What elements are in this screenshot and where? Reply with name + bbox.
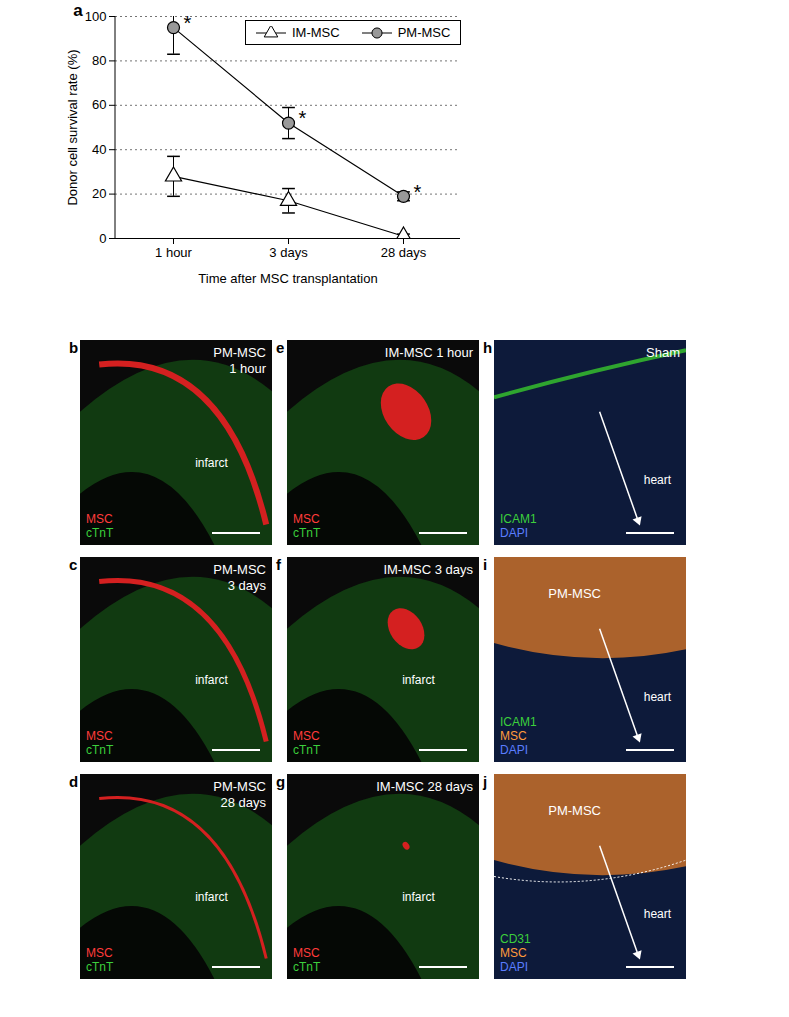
svg-text:DAPI: DAPI xyxy=(500,743,528,757)
svg-text:infarct: infarct xyxy=(195,673,228,687)
svg-text:e: e xyxy=(276,339,284,356)
svg-text:1 hour: 1 hour xyxy=(155,245,193,260)
svg-text:MSC: MSC xyxy=(86,946,113,960)
svg-text:MSC: MSC xyxy=(293,946,320,960)
svg-text:a: a xyxy=(73,1,83,20)
svg-text:h: h xyxy=(483,339,492,356)
svg-text:cTnT: cTnT xyxy=(86,526,114,540)
svg-text:c: c xyxy=(69,556,77,573)
svg-text:heart: heart xyxy=(644,907,672,921)
svg-text:j: j xyxy=(482,773,487,790)
svg-text:DAPI: DAPI xyxy=(500,960,528,974)
svg-text:cTnT: cTnT xyxy=(293,743,321,757)
svg-text:i: i xyxy=(483,556,487,573)
svg-text:28 days: 28 days xyxy=(220,795,266,810)
svg-text:IM-MSC 1 hour: IM-MSC 1 hour xyxy=(385,345,474,360)
svg-text:MSC: MSC xyxy=(500,946,527,960)
svg-text:f: f xyxy=(276,556,282,573)
svg-text:ICAM1: ICAM1 xyxy=(500,715,537,729)
svg-text:infarct: infarct xyxy=(195,456,228,470)
svg-text:MSC: MSC xyxy=(86,512,113,526)
svg-text:3 days: 3 days xyxy=(269,245,308,260)
svg-text:0: 0 xyxy=(99,231,106,246)
svg-text:cTnT: cTnT xyxy=(293,526,321,540)
svg-text:infarct: infarct xyxy=(402,673,435,687)
svg-text:ICAM1: ICAM1 xyxy=(500,512,537,526)
svg-text:MSC: MSC xyxy=(500,729,527,743)
svg-text:MSC: MSC xyxy=(293,512,320,526)
html-text:PM-MSC: PM-MSC xyxy=(397,25,451,40)
svg-text:infarct: infarct xyxy=(195,890,228,904)
svg-text:PM-MSC: PM-MSC xyxy=(213,779,266,794)
svg-text:100: 100 xyxy=(85,9,107,24)
svg-text:heart: heart xyxy=(644,690,672,704)
svg-text:*: * xyxy=(184,12,192,34)
svg-text:cTnT: cTnT xyxy=(293,960,321,974)
svg-text:g: g xyxy=(276,773,285,790)
svg-text:1 hour: 1 hour xyxy=(229,361,267,376)
svg-text:3 days: 3 days xyxy=(228,578,267,593)
svg-text:*: * xyxy=(414,181,422,203)
svg-text:MSC: MSC xyxy=(86,729,113,743)
svg-text:PM-MSC: PM-MSC xyxy=(548,586,601,601)
svg-text:20: 20 xyxy=(92,186,106,201)
svg-text:IM-MSC 28 days: IM-MSC 28 days xyxy=(376,779,473,794)
svg-text:d: d xyxy=(69,773,78,790)
svg-text:CD31: CD31 xyxy=(500,932,531,946)
svg-text:cTnT: cTnT xyxy=(86,743,114,757)
svg-text:heart: heart xyxy=(644,473,672,487)
svg-text:cTnT: cTnT xyxy=(86,960,114,974)
svg-text:Time after MSC transplantation: Time after MSC transplantation xyxy=(198,271,377,286)
svg-text:80: 80 xyxy=(92,53,106,68)
svg-text:PM-MSC: PM-MSC xyxy=(548,803,601,818)
svg-text:IM-MSC 3 days: IM-MSC 3 days xyxy=(383,562,473,577)
svg-text:Donor cell survival rate (%): Donor cell survival rate (%) xyxy=(65,49,80,205)
svg-text:*: * xyxy=(299,107,307,129)
svg-text:MSC: MSC xyxy=(293,729,320,743)
svg-text:DAPI: DAPI xyxy=(500,526,528,540)
svg-text:40: 40 xyxy=(92,142,106,157)
svg-text:b: b xyxy=(69,339,78,356)
svg-text:infarct: infarct xyxy=(402,890,435,904)
svg-text:PM-MSC: PM-MSC xyxy=(213,562,266,577)
html-text:IM-MSC: IM-MSC xyxy=(292,25,340,40)
svg-text:Sham: Sham xyxy=(646,345,680,360)
svg-text:28 days: 28 days xyxy=(381,245,427,260)
svg-text:PM-MSC: PM-MSC xyxy=(213,345,266,360)
svg-text:60: 60 xyxy=(92,97,106,112)
